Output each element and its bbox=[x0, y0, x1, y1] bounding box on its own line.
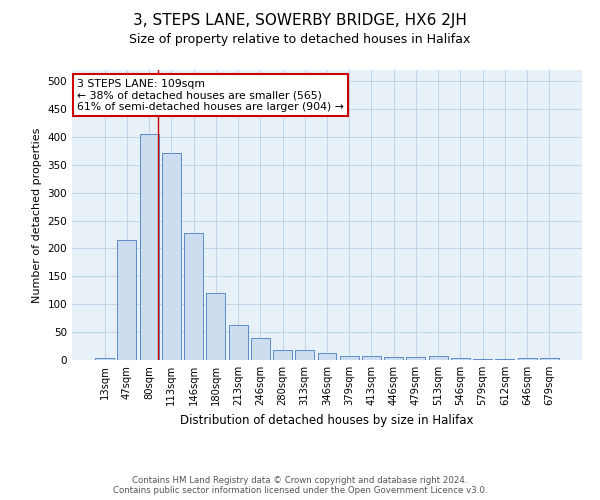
Bar bbox=[384, 357, 403, 360]
X-axis label: Distribution of detached houses by size in Halifax: Distribution of detached houses by size … bbox=[180, 414, 474, 426]
Bar bbox=[540, 358, 559, 360]
Bar bbox=[451, 358, 470, 360]
Bar bbox=[340, 356, 359, 360]
Bar bbox=[362, 356, 381, 360]
Bar bbox=[317, 353, 337, 360]
Bar bbox=[295, 350, 314, 360]
Bar bbox=[251, 338, 270, 360]
Text: Contains HM Land Registry data © Crown copyright and database right 2024.
Contai: Contains HM Land Registry data © Crown c… bbox=[113, 476, 487, 495]
Bar bbox=[229, 325, 248, 360]
Text: Size of property relative to detached houses in Halifax: Size of property relative to detached ho… bbox=[130, 32, 470, 46]
Bar bbox=[518, 358, 536, 360]
Bar bbox=[95, 358, 114, 360]
Text: 3 STEPS LANE: 109sqm
← 38% of detached houses are smaller (565)
61% of semi-deta: 3 STEPS LANE: 109sqm ← 38% of detached h… bbox=[77, 78, 344, 112]
Bar bbox=[118, 240, 136, 360]
Y-axis label: Number of detached properties: Number of detached properties bbox=[32, 128, 42, 302]
Bar bbox=[429, 356, 448, 360]
Bar bbox=[273, 350, 292, 360]
Bar bbox=[406, 357, 425, 360]
Bar bbox=[184, 233, 203, 360]
Bar bbox=[140, 134, 158, 360]
Bar bbox=[206, 293, 225, 360]
Text: 3, STEPS LANE, SOWERBY BRIDGE, HX6 2JH: 3, STEPS LANE, SOWERBY BRIDGE, HX6 2JH bbox=[133, 12, 467, 28]
Bar bbox=[162, 152, 181, 360]
